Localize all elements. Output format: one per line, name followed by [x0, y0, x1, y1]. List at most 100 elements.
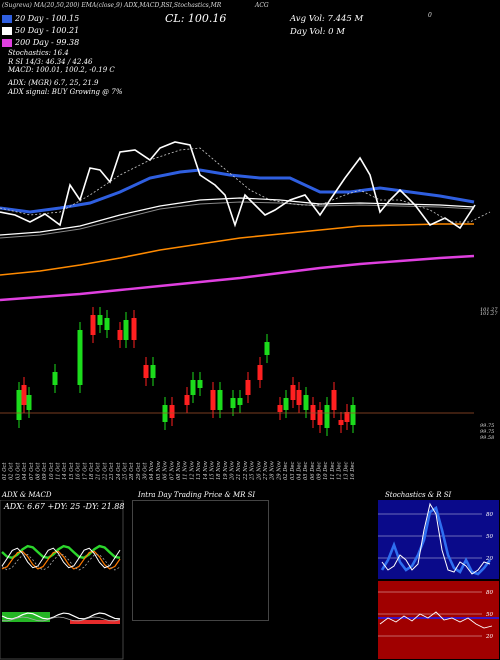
date-tick-label: 15 Nov — [209, 461, 215, 480]
candle-body — [217, 390, 223, 410]
header-studies: (Sugreva) MA(20,50,200) EMA(close,9) ADX… — [2, 2, 222, 9]
panel-adx-macd: ADX: 6.67 +DY: 25 -DY: 21.88 — [0, 500, 124, 660]
ma-50-line — [0, 197, 475, 236]
stoch-tick-label: 20 — [485, 556, 493, 562]
date-tick-label: 18 Oct — [89, 462, 95, 480]
candle-body — [169, 405, 175, 418]
candle-body — [344, 412, 350, 422]
date-tick-label: 24 Oct — [116, 462, 122, 481]
adx-line — [1, 547, 121, 569]
candle-body — [16, 390, 22, 420]
macd-signal-line — [1, 616, 121, 622]
rsi-grid: 80 50 20 — [378, 590, 499, 640]
date-tick-label: 05 Nov — [156, 461, 162, 480]
header-far-right: 0 — [428, 12, 432, 19]
date-tick-label: 09 Dec — [317, 462, 323, 480]
date-tick-label: 01 Oct — [2, 462, 8, 480]
macd-histogram-red — [70, 620, 120, 624]
date-tick-label: 22 Nov — [243, 461, 249, 481]
price-tick-label: 99.58 — [480, 435, 494, 441]
date-tick-label: 22 Oct — [102, 462, 108, 481]
ma-200-line — [0, 254, 475, 302]
stoch-tick-label: 50 — [486, 534, 493, 540]
panel-title-intraday: Intra Day Trading Price & MR SI — [138, 491, 256, 499]
candle-body — [150, 365, 156, 378]
panel-title-adx-macd: ADX & MACD — [2, 491, 52, 499]
date-tick-label: 02 Dec — [283, 462, 289, 480]
candle-body — [143, 365, 149, 378]
indicator-stoch: Stochastics: 16.4 — [8, 49, 69, 57]
panel-intraday — [132, 500, 269, 621]
rsi-lines — [379, 611, 493, 629]
candle-body — [117, 330, 123, 340]
adx-signal-line — [1, 554, 121, 571]
indicator-rsi: R SI 14/3: 46.34 / 42.46 — [8, 58, 93, 66]
macd-line — [1, 612, 121, 620]
rsi-background — [378, 581, 499, 659]
candle-body — [237, 398, 243, 405]
date-tick-label: 13 Nov — [196, 461, 202, 480]
candle-body — [210, 390, 216, 410]
adx-plus-line — [1, 544, 121, 560]
candle-body — [277, 405, 283, 412]
price-tick-label: 99.75 — [480, 429, 494, 435]
candlesticks — [0, 307, 474, 436]
candle-body — [257, 365, 263, 380]
candle-body — [52, 372, 58, 385]
candle-body — [123, 320, 129, 340]
ma-50-shadow-line — [0, 201, 475, 239]
date-tick-label: 18 Nov — [216, 461, 222, 480]
date-tick-label: 23 Oct — [109, 462, 115, 481]
date-tick-label: 26 Nov — [256, 461, 262, 481]
panel-adx-border — [0, 500, 124, 660]
candle-body — [21, 385, 27, 405]
intraday-frame — [132, 500, 269, 621]
date-tick-label: 21 Oct — [96, 462, 102, 481]
header-close: CL: 100.16 — [165, 12, 227, 25]
ma-20-line — [0, 168, 475, 214]
candle-body — [290, 385, 296, 400]
adx-values-label: ADX: 6.67 +DY: 25 -DY: 21.88 — [3, 502, 124, 511]
adx-lines — [1, 544, 121, 571]
legend-swatch-20day — [2, 15, 12, 23]
date-tick-label: 13 Dec — [343, 462, 349, 480]
panel-title-stoch-rsi: Stochastics & R SI — [385, 491, 452, 499]
candle-body — [77, 330, 83, 385]
date-tick-label: 12 Nov — [189, 461, 195, 480]
date-tick-label: 02 Oct — [9, 462, 15, 480]
stoch-tick-label: 80 — [486, 512, 493, 518]
legend-50day: 50 Day - 100.21 — [2, 26, 79, 35]
ema-dotted-line — [0, 147, 491, 223]
candle-body — [245, 380, 251, 395]
date-tick-label: 30 Oct — [143, 462, 149, 480]
rsi-tick-label: 50 — [486, 612, 493, 618]
legend-swatch-200day — [2, 39, 12, 47]
date-tick-label: 28 Oct — [129, 462, 135, 481]
stoch-lines — [380, 502, 492, 576]
candle-body — [296, 390, 302, 405]
date-tick-label: 11 Nov — [183, 461, 189, 480]
candle-body — [310, 405, 316, 420]
header-avg-vol: Avg Vol: 7.445 M — [290, 14, 364, 24]
date-tick-label: 28 Nov — [270, 461, 276, 481]
date-tick-label: 04 Oct — [22, 462, 28, 480]
ma-ema-line — [0, 223, 474, 276]
legend-swatch-50day — [2, 27, 12, 35]
date-tick-label: 06 Dec — [310, 462, 316, 480]
date-tick-label: 16 Oct — [76, 462, 82, 480]
price-tick-label: 101.27 — [480, 307, 498, 313]
legend-label-200day: 200 Day - 99.38 — [15, 38, 80, 47]
date-tick-label: 04 Dec — [296, 462, 302, 480]
candle-body — [90, 315, 96, 335]
date-tick-label: 27 Nov — [263, 461, 269, 481]
candle-body — [338, 420, 344, 425]
date-tick-label: 29 Oct — [136, 462, 142, 481]
macd-histogram-green — [2, 612, 50, 622]
rsi-line — [379, 611, 493, 629]
date-tick-label: 08 Nov — [176, 461, 182, 480]
legend-label-20day: 20 Day - 100.15 — [15, 14, 80, 23]
date-tick-label: 14 Nov — [203, 461, 209, 480]
candle-body — [317, 410, 323, 425]
